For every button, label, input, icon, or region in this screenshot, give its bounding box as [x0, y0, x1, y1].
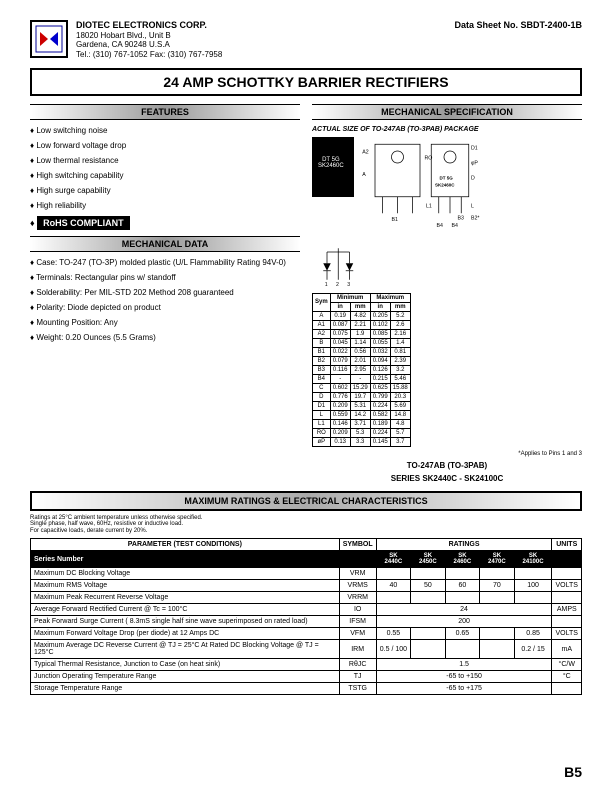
dimension-table: SymMinimumMaximuminmminmmA0.194.820.2055… — [312, 293, 411, 447]
company-contact: Tel.: (310) 767-1052 Fax: (310) 767-7958 — [76, 50, 222, 60]
feature-item: Low switching noise — [30, 126, 300, 135]
svg-text:A2: A2 — [362, 149, 369, 155]
svg-text:B4: B4 — [452, 222, 459, 228]
page-number: B5 — [564, 764, 582, 780]
pins-note: *Applies to Pins 1 and 3 — [312, 451, 582, 457]
company-addr2: Gardena, CA 90248 U.S.A — [76, 40, 222, 50]
svg-text:3: 3 — [347, 281, 350, 286]
svg-text:D1: D1 — [471, 145, 478, 151]
feature-item: High switching capability — [30, 171, 300, 180]
svg-text:DT 5G: DT 5G — [440, 175, 454, 180]
series-label: SERIES SK2440C - SK24100C — [312, 474, 582, 483]
feature-item: High surge capability — [30, 186, 300, 195]
rohs-badge: RoHS COMPLIANT — [37, 216, 130, 230]
svg-text:φP: φP — [471, 160, 478, 166]
svg-text:2: 2 — [336, 281, 339, 286]
package-subtitle: TO-247AB (TO-3PAB) — [312, 461, 582, 470]
diode-symbol: 1 2 3 — [312, 247, 372, 287]
datasheet-number: Data Sheet No. SBDT-2400-1B — [454, 20, 582, 30]
package-schematic: A2 A B1 DT 5G SK2460C D1 φP D RO L1 L — [360, 137, 480, 237]
svg-text:L1: L1 — [426, 203, 432, 209]
feature-item: Low forward voltage drop — [30, 141, 300, 150]
company-logo — [30, 20, 68, 58]
svg-text:A: A — [362, 171, 366, 177]
svg-text:SK2460C: SK2460C — [435, 182, 455, 187]
mechdata-list: Case: TO-247 (TO-3P) molded plastic (U/L… — [30, 258, 300, 342]
svg-text:B2*: B2* — [471, 215, 479, 221]
mechdata-item: Solderability: Per MIL-STD 202 Method 20… — [30, 288, 300, 297]
svg-text:B1: B1 — [392, 216, 399, 222]
mechspec-heading: MECHANICAL SPECIFICATION — [312, 104, 582, 120]
package-diagram: DT 5G SK2460C A2 A B1 DT 5G SK24 — [312, 137, 582, 237]
ratings-note: Ratings at 25°C ambient temperature unle… — [30, 515, 582, 535]
svg-text:B3: B3 — [458, 215, 465, 221]
company-addr1: 18020 Hobart Blvd., Unit B — [76, 31, 222, 41]
feature-item: High reliability — [30, 201, 300, 210]
company-info: DIOTEC ELECTRONICS CORP. 18020 Hobart Bl… — [76, 20, 222, 60]
svg-text:B4: B4 — [437, 222, 444, 228]
title-bar: 24 AMP SCHOTTKY BARRIER RECTIFIERS — [30, 68, 582, 96]
package-photo: DT 5G SK2460C — [312, 137, 354, 197]
mechdata-item: Case: TO-247 (TO-3P) molded plastic (U/L… — [30, 258, 300, 267]
svg-text:RO: RO — [425, 155, 433, 161]
mechdata-item: Mounting Position: Any — [30, 318, 300, 327]
mechdata-item: Terminals: Rectangular pins w/ standoff — [30, 273, 300, 282]
svg-text:1: 1 — [325, 281, 328, 286]
svg-text:D: D — [471, 175, 475, 181]
mechdata-item: Polarity: Diode depicted on product — [30, 303, 300, 312]
company-name: DIOTEC ELECTRONICS CORP. — [76, 20, 222, 31]
logo-block: DIOTEC ELECTRONICS CORP. 18020 Hobart Bl… — [30, 20, 222, 60]
page-title: 24 AMP SCHOTTKY BARRIER RECTIFIERS — [36, 74, 576, 90]
header: DIOTEC ELECTRONICS CORP. 18020 Hobart Bl… — [30, 20, 582, 60]
svg-text:L: L — [471, 203, 474, 209]
ratings-table: PARAMETER (TEST CONDITIONS)SYMBOLRATINGS… — [30, 538, 582, 695]
ratings-heading: MAXIMUM RATINGS & ELECTRICAL CHARACTERIS… — [30, 491, 582, 511]
mechdata-heading: MECHANICAL DATA — [30, 236, 300, 252]
features-heading: FEATURES — [30, 104, 300, 120]
features-list: Low switching noise Low forward voltage … — [30, 126, 300, 210]
package-label: ACTUAL SIZE OF TO-247AB (TO-3PAB) PACKAG… — [312, 126, 582, 133]
feature-item: Low thermal resistance — [30, 156, 300, 165]
mechdata-item: Weight: 0.20 Ounces (5.5 Grams) — [30, 333, 300, 342]
